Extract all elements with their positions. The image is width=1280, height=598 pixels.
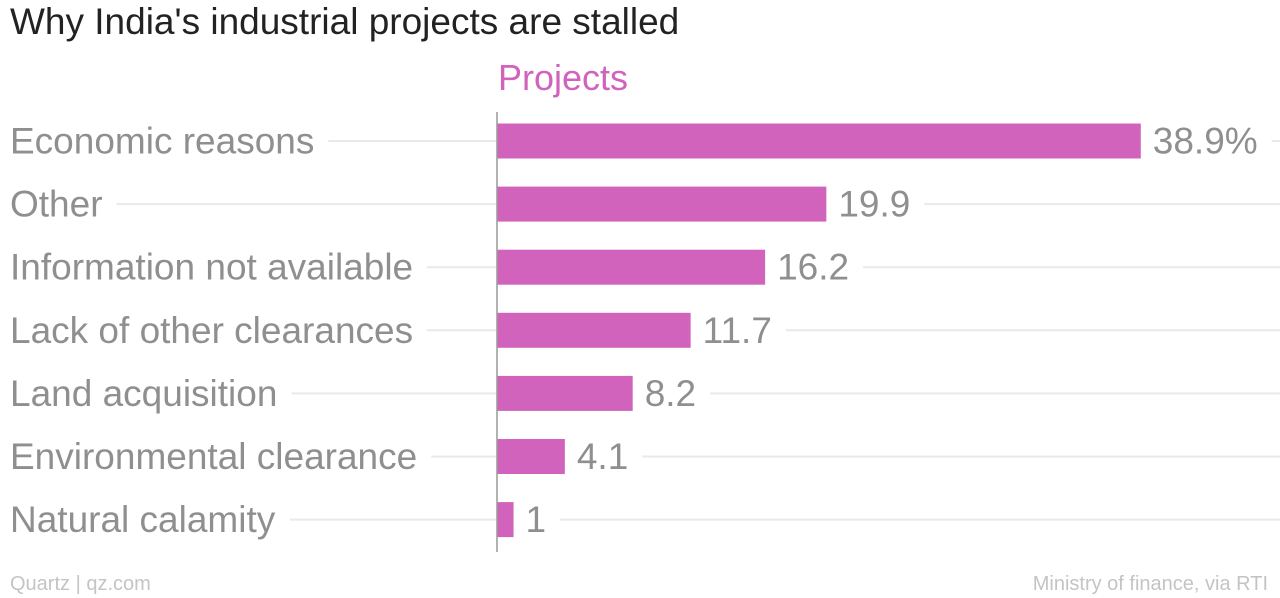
- bar: [497, 502, 514, 538]
- category-label: Land acquisition: [10, 373, 277, 414]
- bar: [497, 123, 1141, 159]
- value-label: 1: [526, 499, 547, 540]
- gridlines: [116, 140, 1280, 521]
- bar: [497, 249, 766, 285]
- bar: [497, 312, 691, 348]
- value-label: 19.9: [838, 184, 910, 225]
- bar: [497, 186, 827, 222]
- category-label: Information not available: [10, 247, 413, 288]
- category-label: Natural calamity: [10, 499, 276, 540]
- bars: [497, 123, 1141, 538]
- chart-title: Why India's industrial projects are stal…: [10, 1, 680, 42]
- value-label: 4.1: [577, 436, 628, 477]
- category-label: Environmental clearance: [10, 436, 417, 477]
- category-labels: Economic reasons Other Information not ava…: [10, 121, 417, 541]
- series-label: Projects: [498, 57, 629, 98]
- category-label: Lack of other clearances: [10, 310, 413, 351]
- value-label: 8.2: [645, 373, 696, 414]
- category-label: Other: [10, 184, 103, 225]
- value-label: 11.7: [703, 310, 772, 351]
- category-label: Economic reasons: [10, 121, 314, 162]
- value-label: 16.2: [777, 247, 849, 288]
- value-label: 38.9%: [1153, 121, 1258, 162]
- bar: [497, 439, 565, 474]
- value-labels: 38.9% 19.9 16.211.78.2 4.1 1: [526, 121, 1258, 541]
- footer-credit: Quartz | qz.com: [10, 573, 151, 595]
- bar: [497, 375, 633, 411]
- footer-source: Ministry of finance, via RTI: [1032, 573, 1268, 595]
